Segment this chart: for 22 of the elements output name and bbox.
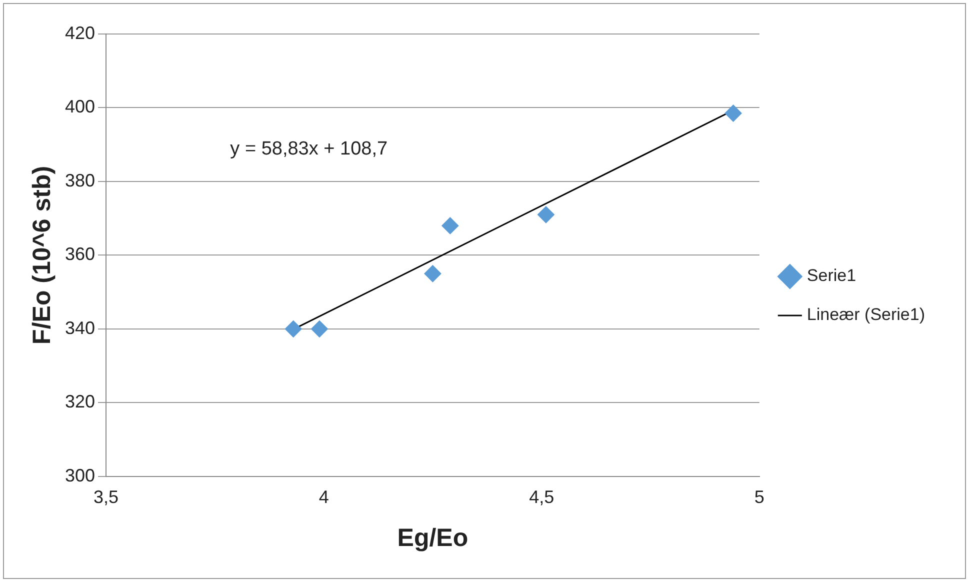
point bbox=[442, 217, 459, 234]
point bbox=[537, 206, 554, 224]
x-tick-label: 4 bbox=[318, 487, 329, 508]
x-tick-label: 4,5 bbox=[529, 487, 554, 508]
y-tick-label: 380 bbox=[64, 170, 96, 190]
y-tick-label: 340 bbox=[64, 318, 96, 338]
x-tick-label: 3,5 bbox=[94, 487, 119, 508]
point bbox=[424, 265, 442, 282]
y-axis-title: F/Eo (10^6 stb) bbox=[28, 166, 56, 344]
y-tick-label: 320 bbox=[64, 392, 96, 412]
y-tick-label: 360 bbox=[64, 244, 96, 264]
x-tick-label: 5 bbox=[754, 487, 764, 508]
y-tick-label: 420 bbox=[64, 22, 96, 43]
y-tick-label: 400 bbox=[64, 96, 96, 117]
point bbox=[310, 320, 328, 338]
legend-label: Serie1 bbox=[806, 266, 856, 286]
legend-label: Lineær (Serie1) bbox=[806, 305, 926, 324]
point bbox=[724, 104, 742, 122]
annotation: y = 58,83x + 108,7 bbox=[230, 138, 388, 160]
y-tick-label: 300 bbox=[64, 465, 96, 486]
x-axis-title: Eg/Eo bbox=[397, 524, 468, 552]
point bbox=[284, 320, 302, 338]
